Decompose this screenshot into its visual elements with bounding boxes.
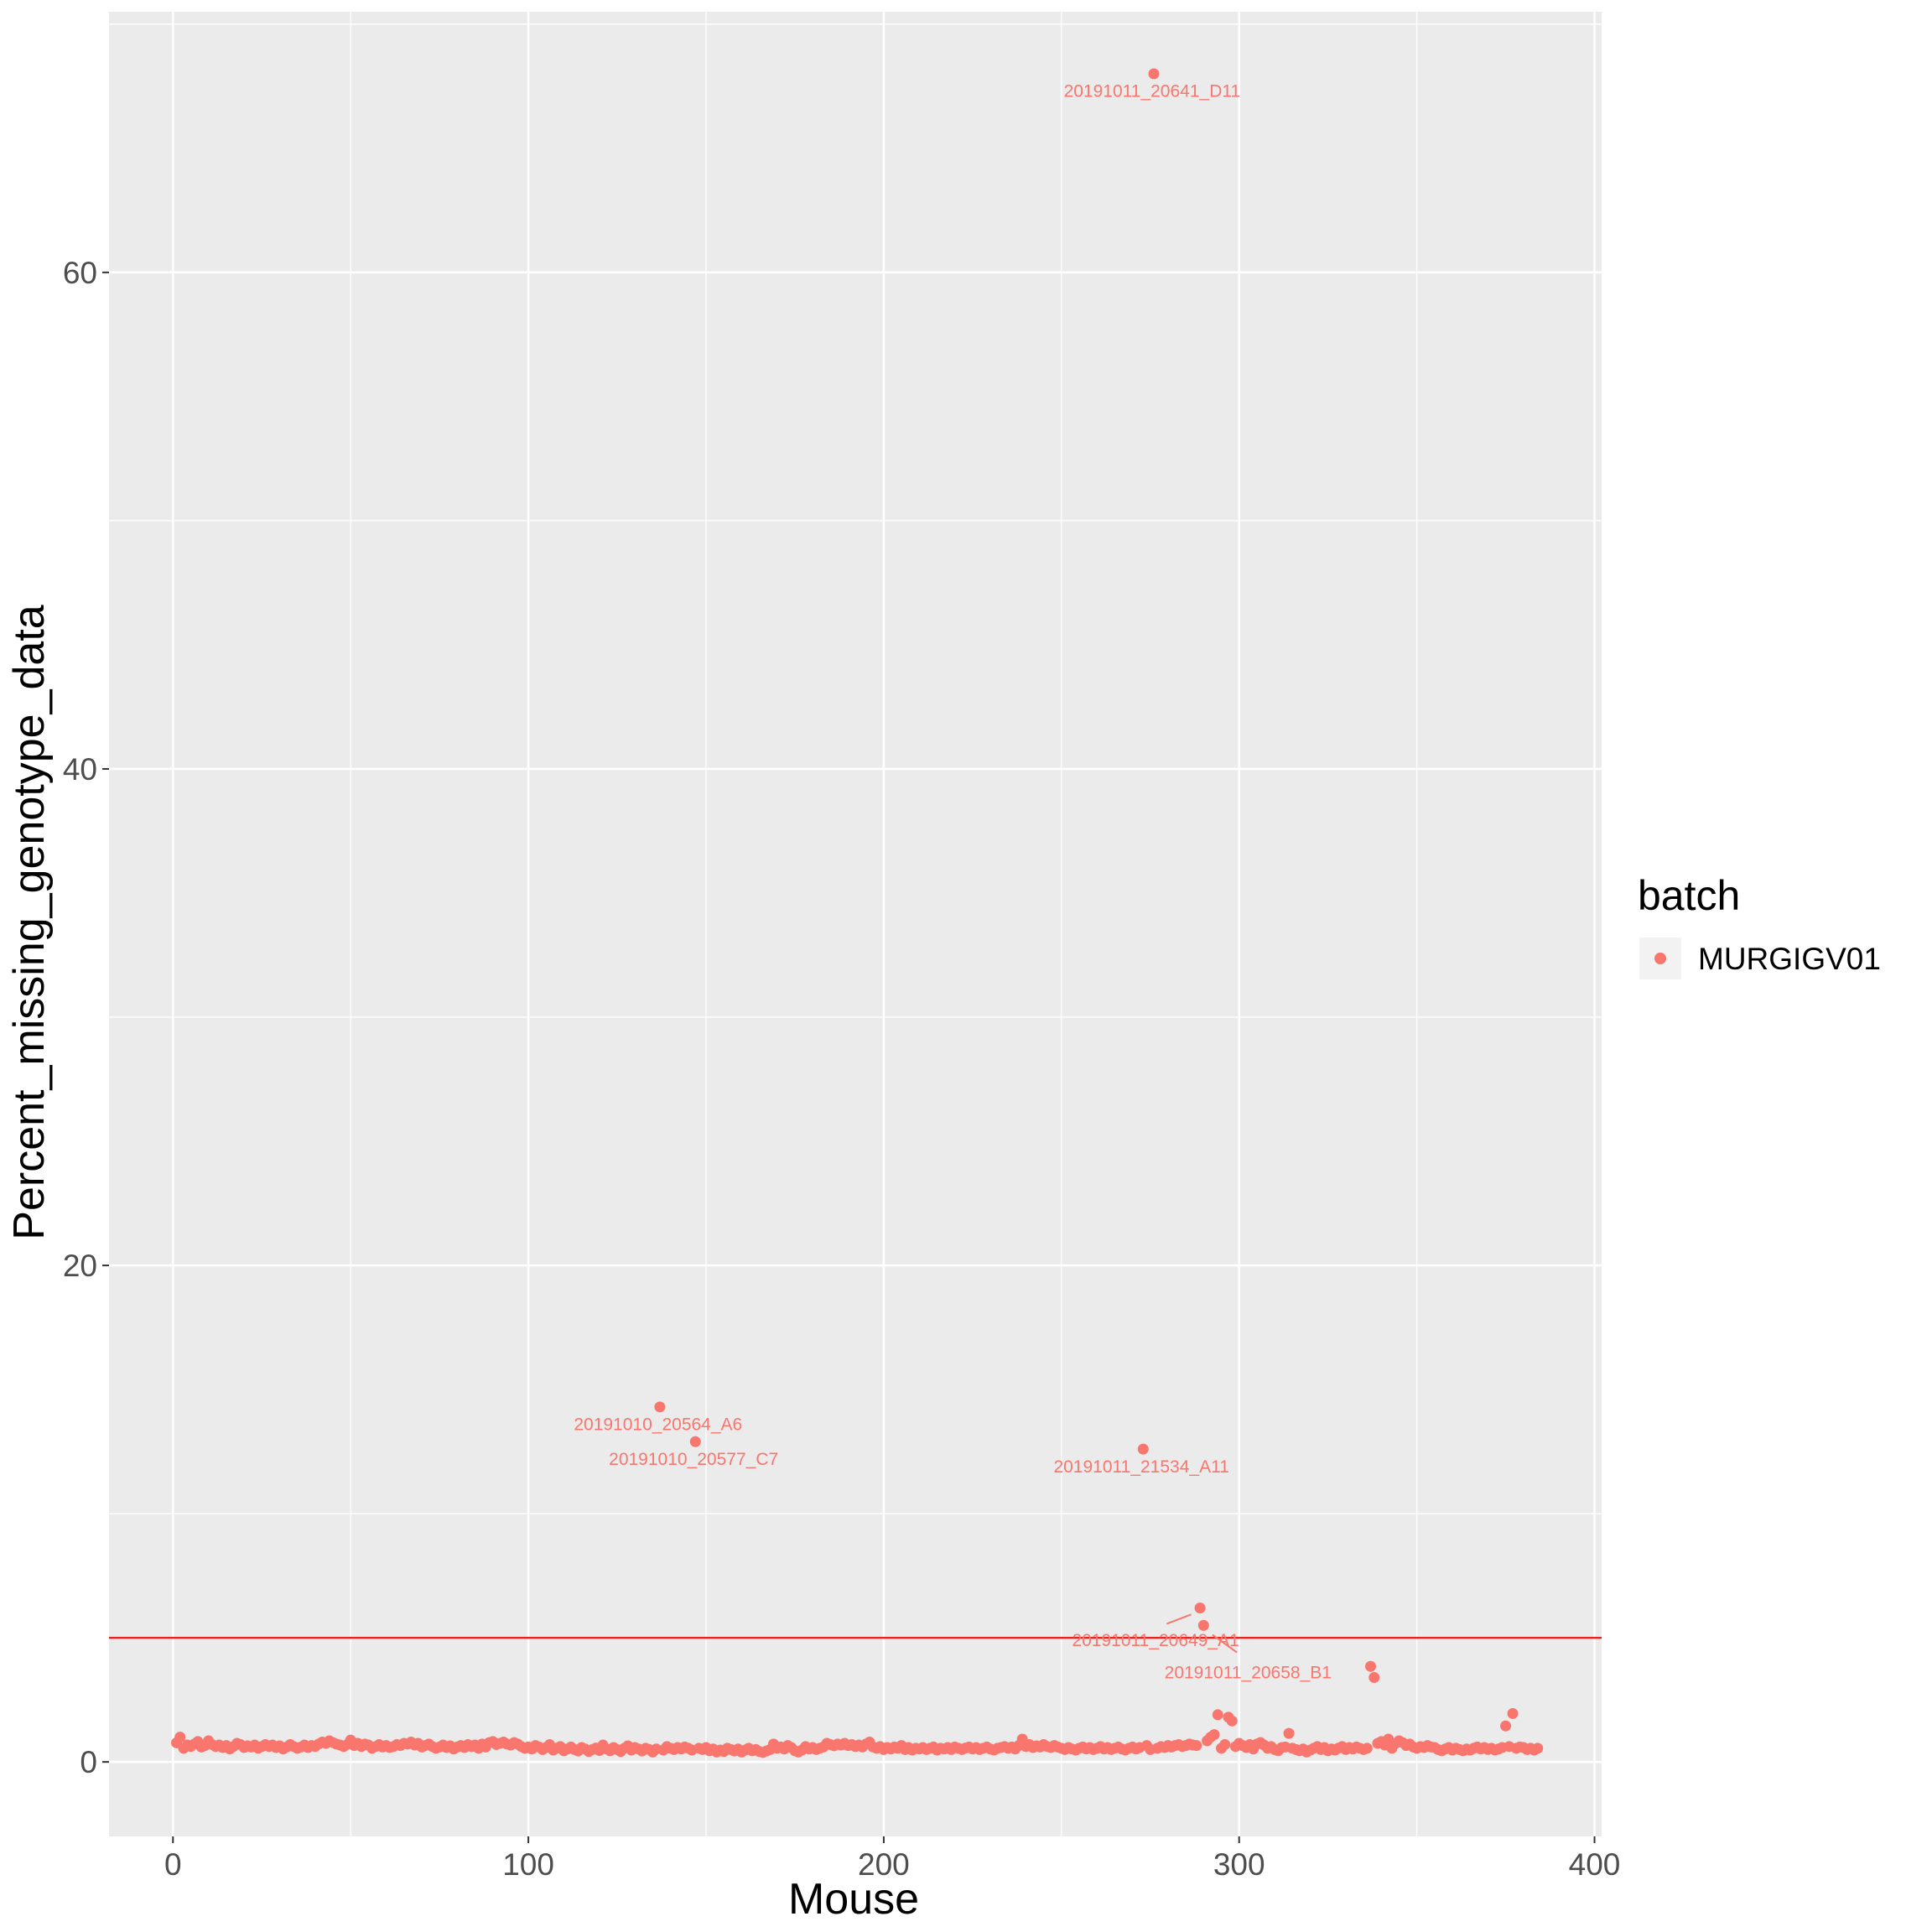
major-gridlines	[109, 12, 1602, 1836]
x-tick-label: 100	[502, 1847, 554, 1882]
y-tick-label: 20	[63, 1249, 97, 1283]
data-point	[1191, 1740, 1202, 1752]
x-tick-label: 300	[1213, 1847, 1265, 1882]
legend-title: batch	[1638, 872, 1740, 919]
data-point	[1532, 1742, 1544, 1754]
point-label: 20191011_20649_A1	[1072, 1631, 1239, 1650]
y-axis-title: Percent_missing_genotype_data	[5, 605, 54, 1239]
point-label: 20191010_20564_A6	[574, 1415, 742, 1435]
legend: batch MURGIGV01	[1638, 872, 1881, 979]
data-points	[171, 68, 1544, 1758]
point-label: 20191011_20658_B1	[1165, 1664, 1332, 1683]
minor-gridlines	[109, 12, 1602, 1836]
x-axis-title: Mouse	[788, 1875, 919, 1924]
data-point	[1500, 1720, 1512, 1732]
x-tick-label: 0	[164, 1847, 182, 1882]
data-point	[174, 1732, 186, 1743]
annotation-leader-line	[1166, 1613, 1192, 1625]
data-point	[1212, 1709, 1223, 1721]
y-tick-label: 60	[63, 256, 97, 290]
data-point	[1507, 1707, 1519, 1719]
plot-panel	[109, 12, 1602, 1836]
data-point	[1194, 1602, 1206, 1614]
x-tick-label: 400	[1569, 1847, 1621, 1882]
point-label: 20191010_20577_C7	[609, 1450, 778, 1469]
point-label: 20191011_20641_D11	[1064, 82, 1241, 101]
data-point	[654, 1401, 666, 1413]
data-point	[689, 1436, 701, 1447]
annotation-leader-line	[1212, 1633, 1238, 1654]
point-label: 20191011_21534_A11	[1053, 1457, 1228, 1477]
x-axis-ticks: 0 100 200 300 400	[164, 1836, 1620, 1882]
data-point	[1148, 68, 1160, 80]
data-point	[1365, 1660, 1377, 1672]
annotation-leader-lines	[1166, 1613, 1238, 1654]
data-point	[1197, 1619, 1209, 1631]
legend-key-point	[1654, 953, 1666, 964]
data-point	[1283, 1727, 1295, 1739]
data-point	[1137, 1443, 1149, 1455]
data-point	[1368, 1672, 1380, 1684]
data-point	[1219, 1738, 1231, 1750]
y-tick-label: 40	[63, 752, 97, 787]
data-point	[1208, 1729, 1220, 1741]
y-axis-ticks: 0 20 40 60	[63, 256, 109, 1779]
point-labels: 20191011_20641_D11 20191010_20564_A6 20191…	[574, 82, 1332, 1683]
legend-label-murgigv01: MURGIGV01	[1698, 942, 1881, 976]
x-tick-label: 200	[858, 1847, 910, 1882]
y-tick-label: 0	[80, 1745, 97, 1779]
data-point	[1226, 1715, 1238, 1727]
data-point	[1361, 1742, 1373, 1754]
